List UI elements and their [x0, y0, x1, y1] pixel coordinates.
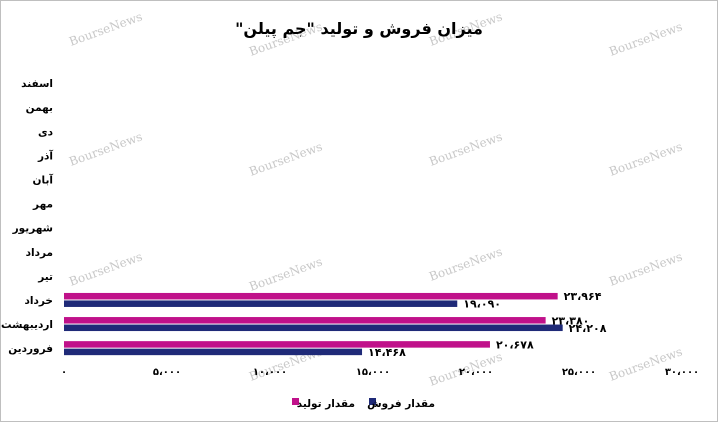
- category-label: تیر: [37, 271, 53, 283]
- x-tick-label: ۱۵،۰۰۰: [356, 367, 390, 378]
- watermark-text: BourseNews: [607, 249, 684, 288]
- data-label: ۲۰،۶۷۸: [496, 338, 534, 351]
- watermark-text: BourseNews: [67, 9, 144, 48]
- watermark-text: BourseNews: [427, 244, 504, 283]
- legend-label: مقدار فروش: [367, 398, 435, 410]
- category-label: آذر: [37, 149, 53, 162]
- category-label: بهمن: [26, 102, 53, 114]
- bar-sales: [64, 348, 363, 356]
- bar-sales: [64, 324, 563, 332]
- category-label: مهر: [32, 199, 53, 211]
- category-label: خرداد: [25, 295, 53, 307]
- data-label: ۱۹،۰۹۰: [463, 298, 501, 311]
- watermark-text: BourseNews: [427, 129, 504, 168]
- bar-production: [64, 292, 558, 300]
- legend-swatch: [292, 398, 299, 405]
- bar-sales: [64, 300, 458, 307]
- x-tick-label: ۳۰،۰۰۰: [665, 367, 699, 378]
- data-label: ۲۳،۹۶۴: [564, 290, 602, 303]
- watermark-text: BourseNews: [607, 19, 684, 58]
- watermark-text: BourseNews: [247, 254, 324, 293]
- category-label: آبان: [33, 173, 54, 186]
- category-label: اردیبهشت: [1, 319, 53, 331]
- category-label: دی: [38, 126, 54, 138]
- watermark-text: BourseNews: [67, 249, 144, 288]
- bar-production: [64, 341, 490, 348]
- category-label: شهریور: [12, 223, 53, 235]
- data-label: ۲۳،۳۸۰: [552, 314, 590, 327]
- bar-production: [64, 317, 546, 324]
- x-tick-label: ۲۵،۰۰۰: [562, 367, 596, 378]
- data-label: ۱۴،۴۶۸: [368, 346, 406, 359]
- category-label: اسفند: [21, 78, 53, 90]
- x-tick-label: ۰: [61, 367, 67, 378]
- x-tick-label: ۲۰،۰۰۰: [459, 367, 493, 378]
- data-label: ۲۴،۲۰۸: [569, 322, 607, 335]
- watermark-text: BourseNews: [607, 139, 684, 178]
- category-label: فروردین: [8, 343, 53, 355]
- watermark-text: BourseNews: [67, 129, 144, 168]
- legend-label: مقدار تولید: [297, 398, 355, 410]
- legend-swatch: [369, 398, 376, 405]
- watermark-text: BourseNews: [247, 139, 324, 178]
- category-label: مرداد: [26, 247, 53, 259]
- x-tick-label: ۵،۰۰۰: [153, 367, 181, 378]
- chart-title: "میزان فروش و تولید "جم پیلن: [235, 19, 483, 39]
- x-tick-label: ۱۰،۰۰۰: [253, 367, 287, 378]
